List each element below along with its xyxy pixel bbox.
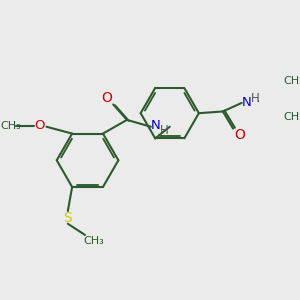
Text: O: O [235,128,245,142]
Text: H: H [160,124,169,137]
Text: N: N [242,95,252,109]
Text: H: H [251,92,260,105]
Text: CH₃: CH₃ [284,76,300,85]
Text: S: S [64,211,72,225]
Text: CH₃: CH₃ [284,112,300,122]
Text: CH₃: CH₃ [0,121,21,131]
Text: O: O [101,92,112,106]
Text: O: O [34,119,45,132]
Text: CH₃: CH₃ [83,236,104,246]
Text: N: N [151,119,161,132]
